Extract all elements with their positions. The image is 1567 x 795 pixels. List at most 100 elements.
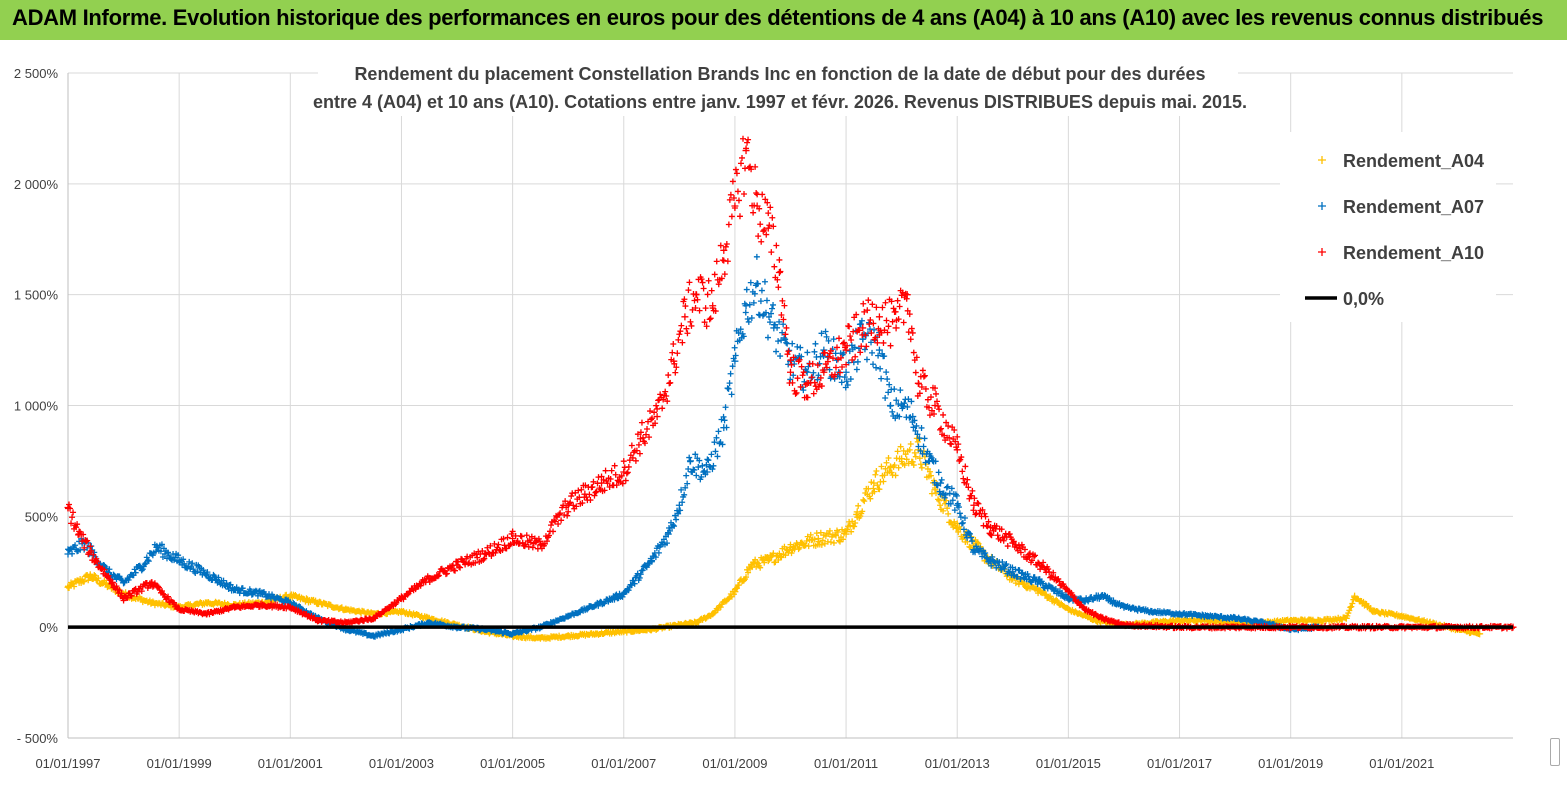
scatter-point [887,403,894,410]
scatter-point [778,337,785,344]
scatter-point [790,372,797,379]
scatter-point [907,440,914,447]
scatter-point [859,508,866,515]
scatter-point [777,353,784,360]
y-tick-label: 1 000% [14,399,59,414]
scatter-point [223,580,230,587]
scatter-point [909,458,916,465]
scatter-point [771,263,778,270]
scatter-point [854,358,861,365]
scatter-point [686,454,693,461]
scatter-point [164,549,171,556]
scatter-point [775,338,782,345]
scatter-point [936,497,943,504]
scatter-point [889,408,896,415]
scatter-point [852,519,859,526]
scatter-point [822,533,829,540]
scatter-point [592,489,599,496]
scatter-point [741,190,748,197]
x-tick-label: 01/01/2015 [1036,756,1101,771]
legend-label: Rendement_A04 [1343,151,1484,171]
scatter-point [628,442,635,449]
scatter-point [967,530,974,537]
scatter-point [290,599,297,606]
x-tick-label: 01/01/1997 [35,756,100,771]
scatter-point [885,323,892,330]
scatter-point [938,476,945,483]
scatter-point [568,493,575,500]
scatter-point [1475,631,1482,638]
scatter-point [881,472,888,479]
scatter-point [936,488,943,495]
scatter-point [587,497,594,504]
scatter-point [715,428,722,435]
scatter-point [848,528,855,535]
scatter-point [759,191,766,198]
scatter-point [833,357,840,364]
scatter-point [1003,561,1010,568]
scatter-point [791,360,798,367]
scatter-point [730,591,737,598]
scatter-point [670,521,677,528]
scatter-point [936,406,943,413]
scatter-point [831,531,838,538]
scatter-point [955,504,962,511]
scatter-point [847,522,854,529]
x-tick-label: 01/01/2013 [925,756,990,771]
scatter-point [655,549,662,556]
scatter-point [863,356,870,363]
series-rendement-a04 [64,435,1484,642]
chart-title-line-2: entre 4 (A04) et 10 ans (A10). Cotations… [313,92,1247,112]
scatter-point [657,391,664,398]
y-tick-label: 2 000% [14,177,59,192]
scatter-point [630,577,637,584]
scatter-point [152,548,159,555]
scatter-point [754,280,761,287]
scatter-point [625,587,632,594]
scatter-point [804,394,811,401]
scatter-point [901,462,908,469]
scatter-point [1346,607,1353,614]
scatter-point [908,398,915,405]
scatter-point [693,291,700,298]
scatter-point [901,400,908,407]
scatter-point [684,330,691,337]
scatter-point [906,446,913,453]
scatter-point [894,448,901,455]
scatter-point [765,313,772,320]
scatter-point [921,372,928,379]
scatter-point [807,531,814,538]
series-rendement-a07 [64,253,1322,640]
scatter-point [723,240,730,247]
scatter-point [858,317,865,324]
scatter-point [784,340,791,347]
scatter-point [772,321,779,328]
scatter-point [662,533,669,540]
scatter-point [111,572,118,579]
scatter-point [789,340,796,347]
scatter-point [814,376,821,383]
scatter-point [1006,530,1013,537]
scatter-point [687,458,694,465]
scatter-point [753,253,760,260]
scatter-point [672,369,679,376]
scatter-point [700,285,707,292]
scatter-point [921,435,928,442]
scatter-point [848,337,855,344]
scatter-point [832,532,839,539]
scatter-point [157,548,164,555]
scatter-point [1110,597,1117,604]
scatter-point [1345,610,1352,617]
scatter-point [1349,600,1356,607]
scatter-point [776,318,783,325]
scatter-point [903,456,910,463]
scatter-point [786,546,793,553]
scatter-point [710,462,717,469]
scatter-point [887,342,894,349]
scatter-point [957,514,964,521]
scatter-point [1012,566,1019,573]
scatter-point [628,582,635,589]
scatter-point [1005,568,1012,575]
scatter-point [894,297,901,304]
scatter-point [843,378,850,385]
